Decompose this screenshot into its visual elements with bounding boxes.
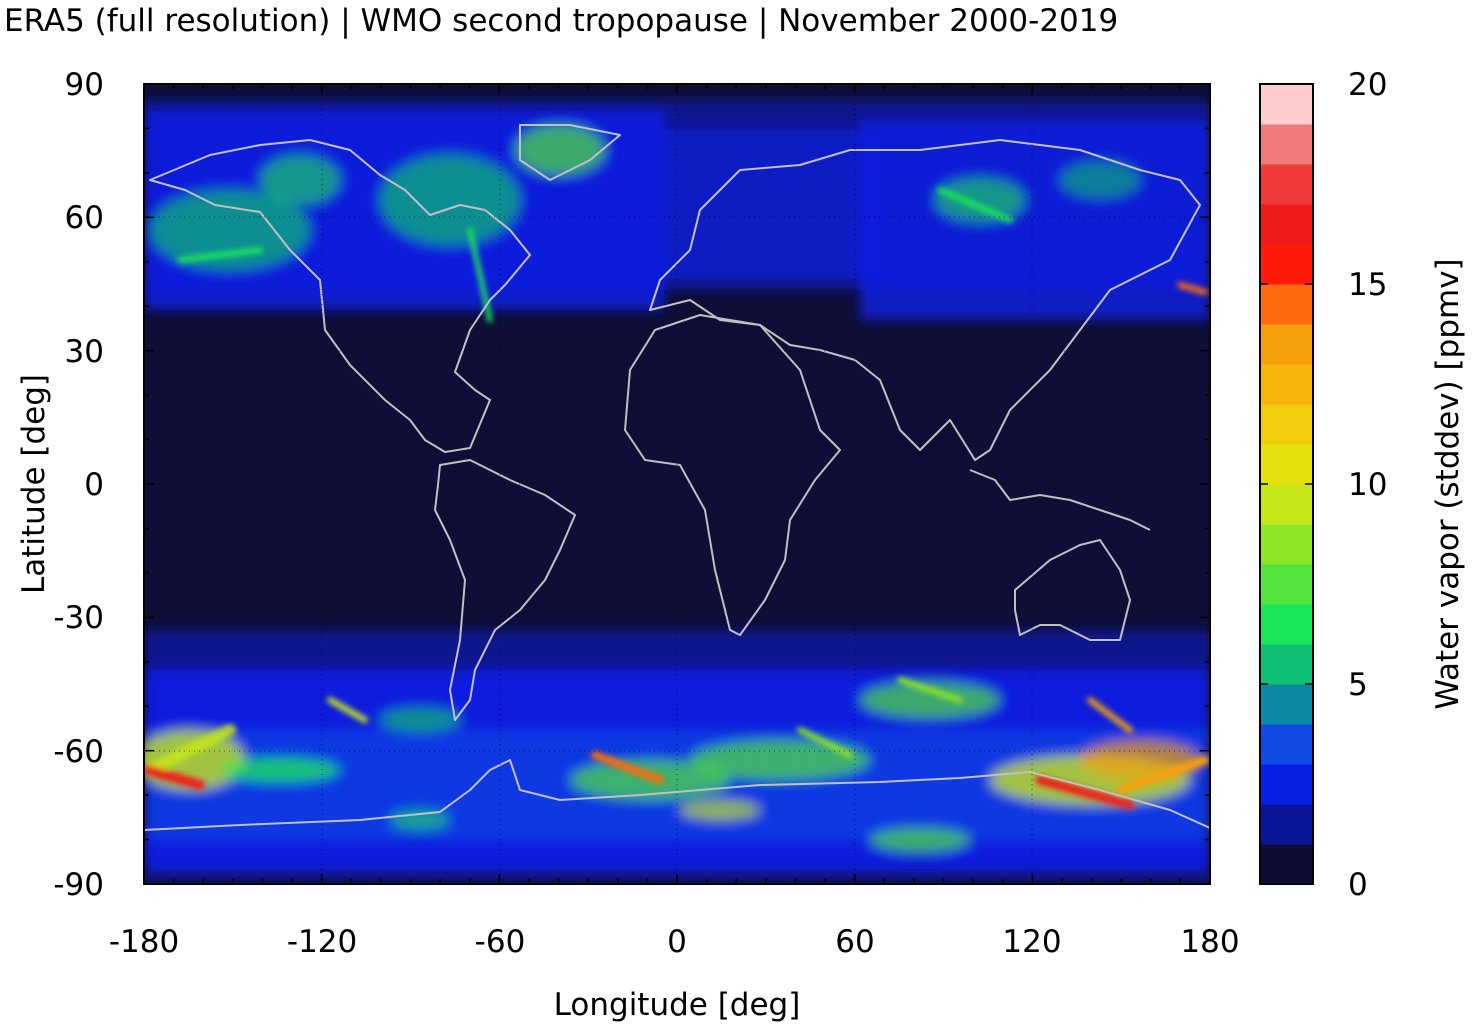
plot-frame (143, 83, 1211, 885)
colorbar-tick-label: 20 (1348, 67, 1387, 103)
coastlines (144, 124, 1210, 831)
x-tick-label: 0 (667, 924, 687, 960)
x-axis-label: Longitude [deg] (554, 987, 801, 1023)
y-tick-label: 30 (65, 334, 104, 370)
greenland-coast (519, 124, 621, 181)
south-america-coast (434, 459, 576, 721)
colorbar-tick-label: 10 (1348, 467, 1387, 503)
y-tick-label: -30 (53, 600, 104, 636)
colorbar-cell (1260, 484, 1313, 525)
maritime-continent-coast (969, 469, 1151, 531)
colorbar-cell (1260, 204, 1313, 245)
x-tick-label: -60 (475, 924, 526, 960)
colorbar-cell (1260, 164, 1313, 205)
eurasia-coast (649, 139, 1201, 461)
colorbar-tick-label: 5 (1348, 667, 1368, 703)
map-plot-area (143, 83, 1211, 885)
colorbar-cell (1260, 124, 1313, 165)
australia-coast (1014, 539, 1131, 641)
y-tick-label: 60 (65, 200, 104, 236)
colorbar: 0 5 10 15 20 Water vapor (stddev) [ppmv] (1259, 67, 1466, 903)
x-axis: -180 -120 -60 0 60 120 180 Longitude [de… (109, 924, 1240, 1023)
colorbar-cell (1260, 324, 1313, 365)
north-america-coast (149, 139, 531, 453)
colorbar-cell (1260, 684, 1313, 725)
colorbar-cell (1260, 604, 1313, 645)
africa-coast (624, 314, 841, 636)
colorbar-cell (1260, 564, 1313, 605)
colorbar-cell (1260, 764, 1313, 805)
colorbar-cell (1260, 524, 1313, 565)
colorbar-cell (1260, 284, 1313, 325)
x-tick-label: -180 (109, 924, 179, 960)
antarctica-coast (144, 759, 1210, 831)
colorbar-cell (1260, 364, 1313, 405)
colorbar-tick-label: 15 (1348, 267, 1387, 303)
chart-title: ERA5 (full resolution) | WMO second trop… (4, 3, 1118, 39)
colorbar-label: Water vapor (stddev) [ppmv] (1430, 258, 1466, 709)
y-axis-label: Latitude [deg] (16, 374, 52, 594)
colorbar-tick-label: 0 (1348, 867, 1368, 903)
colorbar-cell (1260, 804, 1313, 845)
y-tick-label: 0 (84, 467, 104, 503)
colorbar-cell (1260, 444, 1313, 485)
x-tick-label: 60 (835, 924, 874, 960)
colorbar-cell (1260, 244, 1313, 285)
colorbar-cell (1260, 84, 1313, 125)
y-tick-label: -60 (53, 734, 104, 770)
colorbar-cells (1260, 84, 1313, 885)
grid-lines (144, 84, 1210, 884)
x-tick-label: 120 (1002, 924, 1061, 960)
x-tick-label: -120 (287, 924, 357, 960)
colorbar-cell (1260, 844, 1313, 885)
colorbar-cell (1260, 724, 1313, 765)
colorbar-frame (1259, 83, 1314, 885)
y-axis: 90 60 30 0 -30 -60 -90 Latitude [deg] (16, 67, 104, 903)
y-tick-label: 90 (65, 67, 104, 103)
x-tick-label: 180 (1180, 924, 1239, 960)
colorbar-cell (1260, 404, 1313, 445)
colorbar-cell (1260, 644, 1313, 685)
y-tick-label: -90 (53, 867, 104, 903)
